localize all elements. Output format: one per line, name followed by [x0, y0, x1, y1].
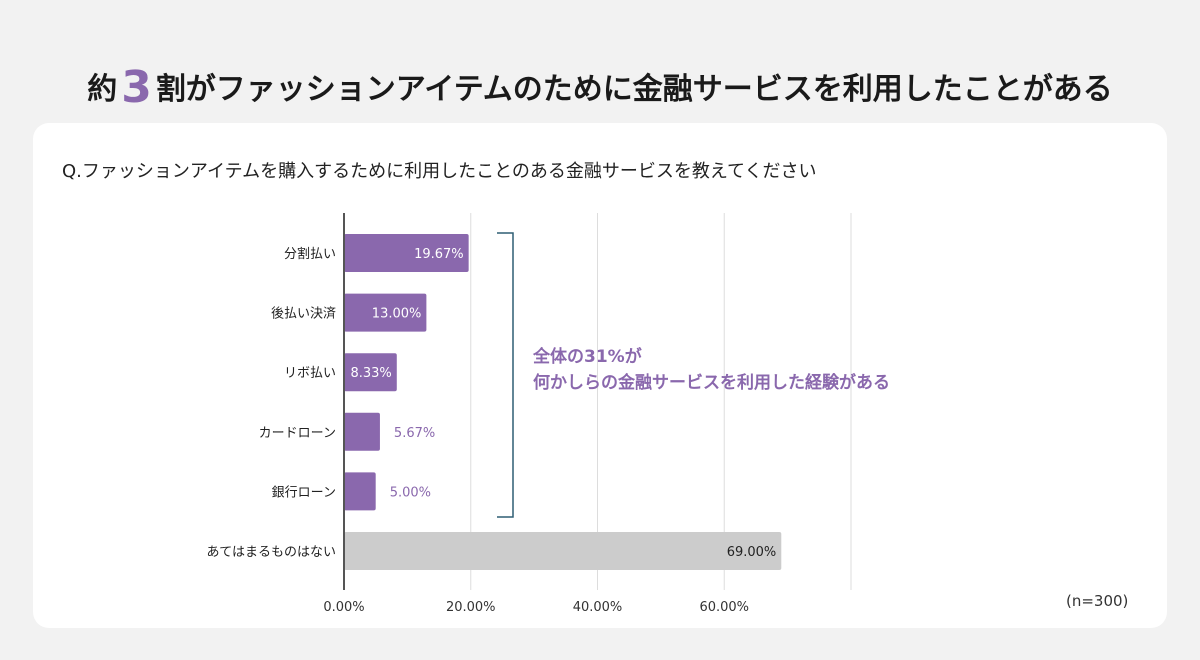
bar [344, 472, 376, 511]
data-label: 69.00% [727, 545, 777, 560]
bar [344, 293, 427, 332]
bracket [497, 232, 514, 518]
x-tick-label: 20.00% [446, 600, 496, 615]
title-suffix: 割がファッションアイテムのために金融サービスを利用したことがある [155, 72, 1113, 107]
bar [344, 353, 397, 392]
category-label: 後払い決済 [271, 306, 336, 322]
x-tick-label: 40.00% [573, 600, 623, 615]
bar [344, 532, 782, 570]
page-title: 約3 割がファッションアイテムのために金融サービスを利用したことがある [0, 62, 1200, 113]
bar [344, 412, 380, 451]
data-label: 13.00% [372, 307, 422, 322]
category-label: カードローン [259, 426, 336, 441]
data-label: 8.33% [350, 366, 391, 381]
category-label: あてはまるものはない [207, 545, 336, 560]
category-label: リボ払い [284, 366, 336, 381]
annotation-line-2: 何かしらの金融サービスを利用した経験がある [533, 373, 890, 393]
data-label: 5.00% [390, 485, 431, 500]
x-tick-label: 0.00% [323, 600, 364, 615]
title-prefix: 約 [87, 72, 118, 107]
data-label: 5.67% [394, 426, 435, 441]
data-label: 19.67% [414, 247, 464, 262]
category-label: 銀行ローン [272, 485, 336, 500]
annotation: 全体の31%が 何かしらの金融サービスを利用した経験がある [533, 344, 890, 396]
bar [344, 234, 469, 272]
x-tick-label: 60.00% [699, 600, 749, 615]
question-text: Q.ファッションアイテムを購入するために利用したことのある金融サービスを教えてく… [62, 161, 817, 182]
annotation-line-1: 全体の31%が [533, 347, 642, 367]
category-label: 分割払い [284, 246, 336, 262]
title-highlight: 3 [121, 62, 152, 113]
sample-size: (n=300) [1066, 592, 1129, 610]
